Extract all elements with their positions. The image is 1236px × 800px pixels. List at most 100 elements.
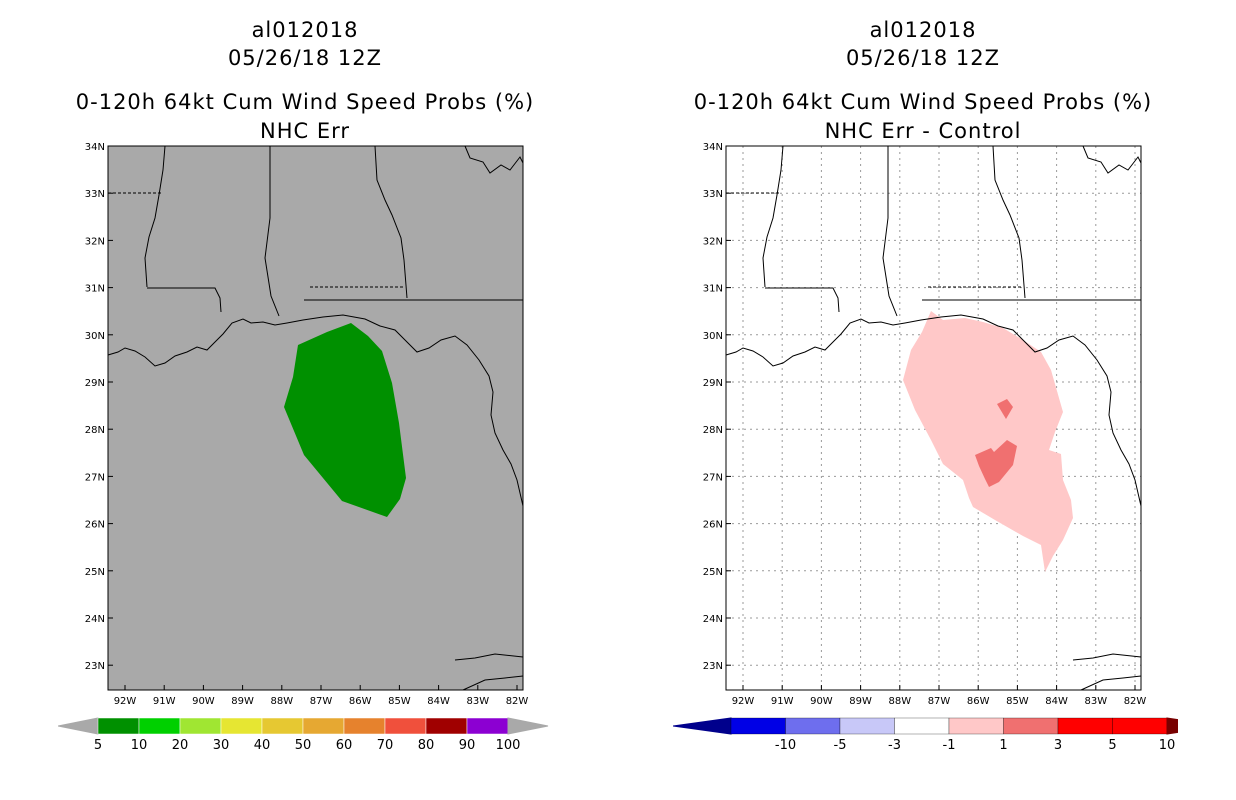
lon-label: 83W: [466, 696, 489, 707]
lat-label: 33N: [703, 189, 723, 200]
colorbar-box: [839, 717, 895, 735]
lat-label: 26N: [703, 520, 723, 531]
latitude-axis: 34N 33N 32N 31N 30N 29N 28N 27N 26N 25N 24N 23N: [703, 142, 731, 672]
lon-label: 83W: [1084, 696, 1107, 707]
colorbar-box: [1057, 717, 1113, 735]
lat-label: 30N: [85, 331, 105, 342]
colorbar-label: 5: [1108, 738, 1116, 752]
longitude-axis: 92W 91W 90W 89W 88W 87W 86W 85W 84W 83W 82W: [732, 685, 1147, 707]
colorbar-label: 5: [94, 738, 102, 752]
lat-label: 24N: [85, 614, 105, 625]
lat-label: 32N: [85, 236, 105, 247]
colorbar-box: [179, 717, 222, 735]
product-title: 0-120h 64kt Cum Wind Speed Probs (%): [75, 90, 535, 114]
lat-label: 27N: [703, 472, 723, 483]
date-title: 05/26/18 12Z: [845, 46, 1001, 70]
lon-label: 85W: [1006, 696, 1029, 707]
lat-label: 29N: [85, 378, 105, 389]
lon-label: 88W: [888, 696, 911, 707]
map-plot: 34N 33N 32N 31N 30N 29N 28N 27N 26N 25N 24N 23N 92W…: [85, 142, 529, 707]
colorbar-box: [97, 717, 140, 735]
right-panel: al012018 05/26/18 12Z 0-120h 64kt Cum Wi…: [643, 0, 1203, 800]
storm-id-title: al012018: [869, 18, 977, 42]
colorbar-label: 70: [377, 738, 394, 752]
lon-label: 90W: [192, 696, 215, 707]
difference-region-dark-small: [997, 399, 1013, 419]
lat-label: 28N: [85, 425, 105, 436]
lon-label: 90W: [810, 696, 833, 707]
colorbar-box: [785, 717, 841, 735]
colorbar-box: [425, 717, 468, 735]
colorbar-label: -10: [775, 738, 796, 752]
lon-label: 82W: [506, 696, 529, 707]
lat-label: 34N: [85, 142, 105, 153]
colorbar-arrow-high: [1166, 717, 1178, 735]
lat-label: 28N: [703, 425, 723, 436]
lat-label: 23N: [85, 661, 105, 672]
lon-label: 91W: [771, 696, 794, 707]
probability-region: [284, 323, 406, 517]
lat-label: 29N: [703, 378, 723, 389]
colorbar-label: 80: [418, 738, 435, 752]
lat-label: 31N: [703, 284, 723, 295]
longitude-axis: 92W 91W 90W 89W 88W 87W 86W 85W 84W 83W 82W: [114, 685, 529, 707]
colorbar-box: [302, 717, 345, 735]
difference-region-light: [903, 311, 1073, 572]
subtitle: NHC Err - Control: [824, 119, 1022, 143]
difference-region-dark: [975, 440, 1017, 487]
lat-label: 25N: [85, 567, 105, 578]
colorbar-box: [948, 717, 1004, 735]
colorbar-box: [343, 717, 386, 735]
lon-label: 84W: [427, 696, 450, 707]
colorbar-box: [894, 717, 950, 735]
date-title: 05/26/18 12Z: [227, 46, 383, 70]
colorbar-label: 1: [999, 738, 1007, 752]
colorbar-label: 60: [336, 738, 353, 752]
colorbar-label: -3: [888, 738, 901, 752]
storm-id-title: al012018: [251, 18, 359, 42]
lat-label: 34N: [703, 142, 723, 153]
lon-label: 88W: [270, 696, 293, 707]
colorbar-arrow-low: [673, 717, 732, 735]
colorbar-label: -5: [834, 738, 847, 752]
map-frame: [725, 145, 1142, 691]
lon-label: 89W: [849, 696, 872, 707]
latitude-axis: 34N 33N 32N 31N 30N 29N 28N 27N 26N 25N 24N 23N: [85, 142, 113, 672]
product-title: 0-120h 64kt Cum Wind Speed Probs (%): [693, 90, 1153, 114]
lon-label: 85W: [388, 696, 411, 707]
colorbar-label: 30: [213, 738, 230, 752]
lon-label: 82W: [1124, 696, 1147, 707]
colorbar-box: [1112, 717, 1168, 735]
colorbar-label: 10: [1159, 738, 1176, 752]
lat-label: 31N: [85, 284, 105, 295]
colorbar-label: 20: [172, 738, 189, 752]
lon-label: 87W: [310, 696, 333, 707]
colorbar-label: 10: [131, 738, 148, 752]
colorbar: -10 -5 -3 -1 1 3 5 10: [673, 717, 1178, 752]
lon-label: 92W: [732, 696, 755, 707]
colorbar-label: 40: [254, 738, 271, 752]
map-plot: 34N 33N 32N 31N 30N 29N 28N 27N 26N 25N 24N 23N 92W…: [703, 142, 1147, 707]
left-panel: al012018 05/26/18 12Z 0-120h 64kt Cum Wi…: [25, 0, 585, 800]
map-frame: [107, 145, 524, 691]
colorbar-arrow-high: [507, 717, 549, 735]
lon-label: 84W: [1045, 696, 1068, 707]
colorbar-label: -1: [943, 738, 956, 752]
lat-label: 25N: [703, 567, 723, 578]
lat-label: 26N: [85, 520, 105, 531]
lat-label: 23N: [703, 661, 723, 672]
lon-label: 86W: [349, 696, 372, 707]
colorbar: 5 10 20 30 40 50 60 70 80 90 100: [58, 717, 549, 752]
colorbar-box: [466, 717, 509, 735]
lon-label: 89W: [231, 696, 254, 707]
lon-label: 86W: [967, 696, 990, 707]
colorbar-box: [730, 717, 786, 735]
colorbar-box: [138, 717, 181, 735]
lon-label: 91W: [153, 696, 176, 707]
lat-label: 24N: [703, 614, 723, 625]
colorbar-arrow-low: [58, 717, 99, 735]
colorbar-label: 90: [459, 738, 476, 752]
colorbar-label: 100: [496, 738, 521, 752]
colorbar-box: [220, 717, 263, 735]
lon-label: 92W: [114, 696, 137, 707]
